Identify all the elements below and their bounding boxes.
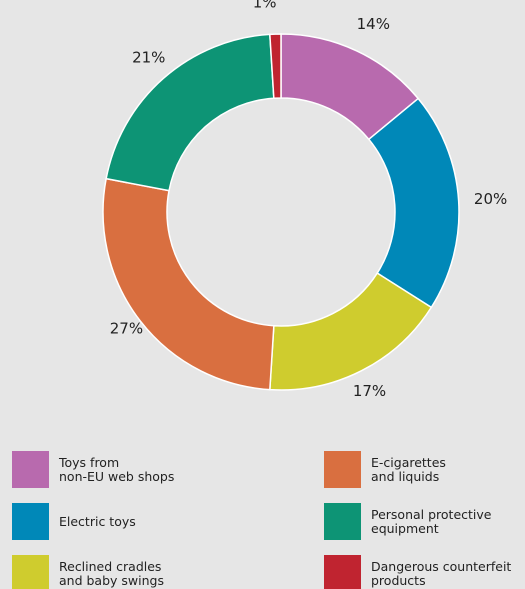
legend-swatch-5 xyxy=(324,503,361,540)
percent-label-1: 14% xyxy=(357,15,390,33)
donut-slice-4 xyxy=(102,177,275,391)
percent-label-5: 21% xyxy=(132,48,165,66)
legend-item-2: Electric toys xyxy=(12,503,136,540)
legend-label-6: Dangerous counterfeit products xyxy=(371,558,512,588)
percent-label-4: 27% xyxy=(110,320,143,338)
legend-swatch-1 xyxy=(12,451,49,488)
legend-label-5: Personal protective equipment xyxy=(371,506,492,536)
donut-chart: 14% 20% 17% 27% 21% 1% xyxy=(102,0,507,400)
legend-label-2: Electric toys xyxy=(59,513,136,529)
legend-item-5: Personal protective equipment xyxy=(324,503,491,540)
percent-label-3: 17% xyxy=(353,382,386,400)
legend-item-6: Dangerous counterfeit products xyxy=(324,555,511,589)
percent-label-2: 20% xyxy=(474,190,507,208)
legend-swatch-2 xyxy=(12,503,49,540)
legend-swatch-3 xyxy=(12,555,49,589)
donut-slice-5 xyxy=(105,33,275,192)
legend-label-4: E-cigarettes and liquids xyxy=(371,454,446,484)
legend-label-1: Toys from non-EU web shops xyxy=(59,454,175,484)
legend-item-4: E-cigarettes and liquids xyxy=(324,451,446,488)
percent-labels-group: 14% 20% 17% 27% 21% 1% xyxy=(110,0,507,400)
legend-swatch-6 xyxy=(324,555,361,589)
legend-label-3: Reclined cradles and baby swings xyxy=(59,558,164,588)
legend-item-3: Reclined cradles and baby swings xyxy=(12,555,164,589)
percent-label-6: 1% xyxy=(253,0,277,12)
slices-group xyxy=(102,33,460,391)
donut-slice-6 xyxy=(269,33,282,100)
legend-item-1: Toys from non-EU web shops xyxy=(12,451,174,488)
legend-swatch-4 xyxy=(324,451,361,488)
